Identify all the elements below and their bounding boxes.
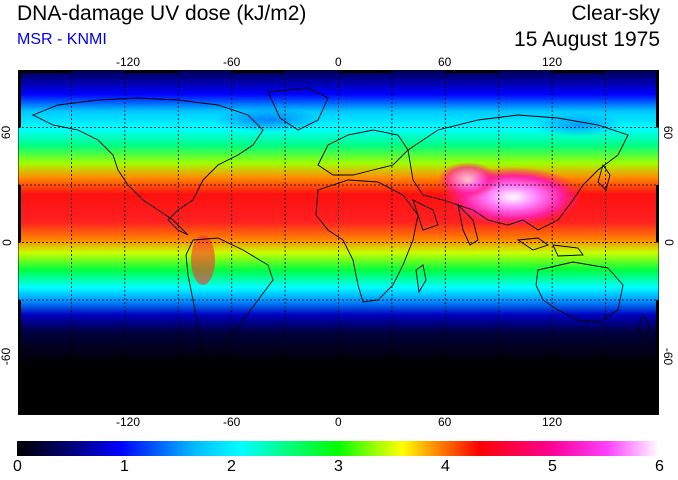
colorbar-label-0: 0 [13, 458, 22, 475]
lat-tick-right-minus60: -60 [661, 347, 676, 366]
lon-tick-top-60: 60 [438, 55, 452, 69]
graticule [18, 70, 659, 415]
lat-tick-left-60: 60 [0, 125, 14, 140]
uv-dose-map [18, 70, 659, 415]
colorbar-label-1: 1 [120, 458, 129, 475]
colorbar-label-2: 2 [227, 458, 236, 475]
lon-tick-bottom-minus60: -60 [223, 415, 241, 429]
lat-tick-right-0: 0 [661, 239, 676, 246]
colorbar-label-5: 5 [548, 458, 557, 475]
date-label: 15 August 1975 [514, 28, 660, 51]
lat-tick-left-minus60: -60 [0, 347, 14, 366]
colorbar [17, 441, 659, 456]
lat-tick-right-60: 60 [661, 125, 676, 140]
lon-tick-bottom-60: 60 [438, 415, 452, 429]
lon-tick-top-120: 120 [542, 55, 563, 69]
lon-tick-bottom-120: 120 [542, 415, 563, 429]
credit-label: MSR - KNMI [17, 31, 107, 48]
lon-tick-bottom-minus120: -120 [116, 415, 141, 429]
colorbar-label-3: 3 [334, 458, 343, 475]
coastlines [18, 87, 659, 401]
sky-condition-label: Clear-sky [571, 2, 660, 25]
colorbar-label-6: 6 [655, 458, 664, 475]
lon-tick-top-minus60: -60 [223, 55, 241, 69]
map-title: DNA-damage UV dose (kJ/m2) [17, 2, 307, 25]
lon-tick-top-minus120: -120 [116, 55, 141, 69]
colorbar-label-4: 4 [441, 458, 450, 475]
map-frame [18, 70, 659, 415]
lon-tick-top-0: 0 [335, 55, 342, 69]
lat-tick-left-0: 0 [0, 239, 14, 246]
lon-tick-bottom-0: 0 [335, 415, 342, 429]
